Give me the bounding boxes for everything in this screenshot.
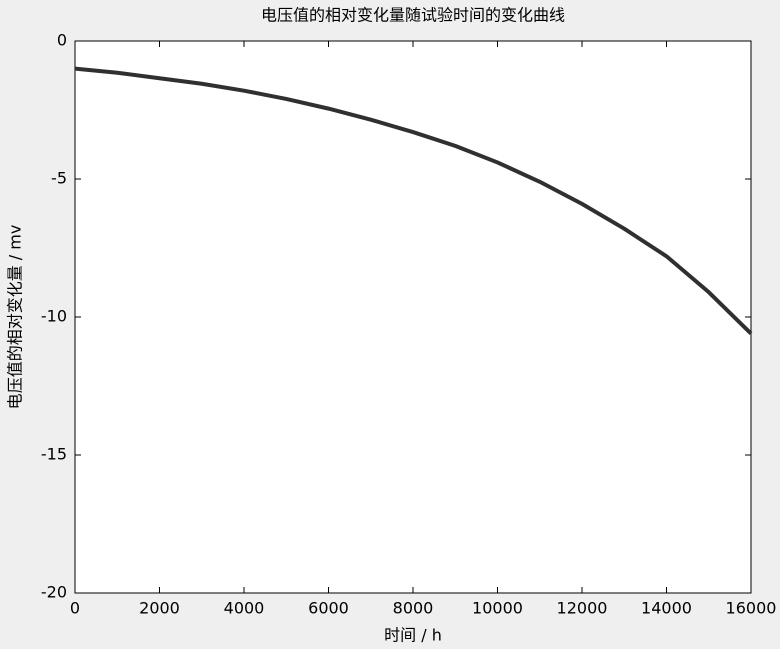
- x-tick-label: 12000: [557, 599, 608, 618]
- y-axis-label: 电压值的相对变化量 / mv: [6, 225, 25, 410]
- chart-title: 电压值的相对变化量随试验时间的变化曲线: [261, 6, 565, 25]
- x-tick-label: 4000: [224, 599, 265, 618]
- y-tick-label: -20: [41, 583, 67, 602]
- y-tick-label: 0: [57, 31, 67, 50]
- y-tick-label: -10: [41, 307, 67, 326]
- x-axis-label: 时间 / h: [384, 626, 442, 645]
- x-tick-label: 14000: [641, 599, 692, 618]
- y-tick-label: -15: [41, 445, 67, 464]
- x-tick-label: 8000: [393, 599, 434, 618]
- x-tick-label: 2000: [139, 599, 180, 618]
- x-tick-label: 6000: [308, 599, 349, 618]
- x-tick-label: 0: [70, 599, 80, 618]
- plot-area: [75, 41, 751, 593]
- x-tick-label: 10000: [472, 599, 523, 618]
- y-tick-label: -5: [51, 169, 67, 188]
- chart: 电压值的相对变化量随试验时间的变化曲线 时间 / h 电压值的相对变化量 / m…: [0, 0, 780, 649]
- x-tick-label: 16000: [726, 599, 777, 618]
